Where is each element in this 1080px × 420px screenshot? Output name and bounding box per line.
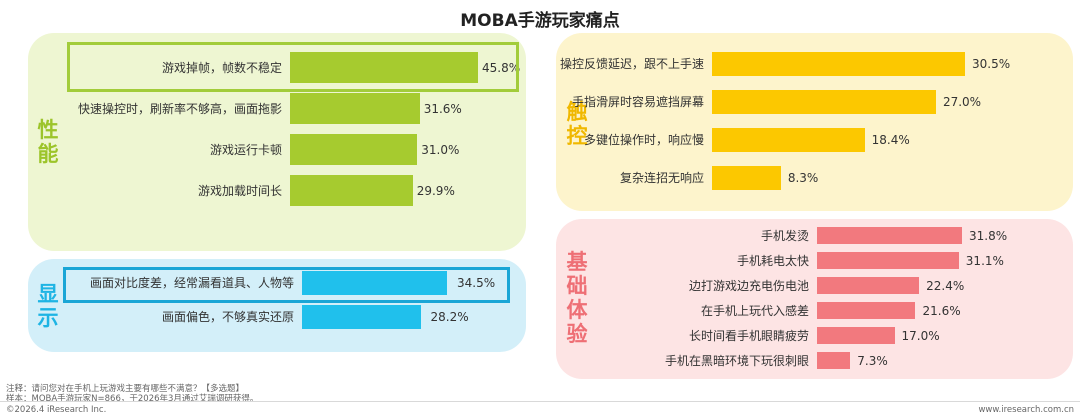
group-label-touch: 触控 bbox=[566, 100, 588, 148]
bar bbox=[817, 352, 851, 369]
category-label: 长时间看手机眼睛疲劳 bbox=[688, 328, 809, 343]
bar bbox=[712, 128, 865, 152]
category-label: 游戏运行卡顿 bbox=[209, 142, 282, 157]
bar bbox=[817, 302, 916, 319]
data-label: 22.4% bbox=[926, 278, 965, 293]
category-label: 复杂连招无响应 bbox=[619, 171, 704, 185]
data-label: 31.0% bbox=[421, 142, 460, 157]
category-label: 多键位操作时，响应慢 bbox=[583, 133, 704, 147]
panel-basic-experience bbox=[556, 219, 1073, 379]
data-label: 21.6% bbox=[922, 303, 961, 318]
category-label: 操控反馈延迟，跟不上手速 bbox=[559, 57, 704, 71]
bar bbox=[817, 252, 959, 269]
bar bbox=[290, 93, 420, 124]
data-label: 31.6% bbox=[423, 101, 462, 116]
category-label: 游戏掉帧，帧数不稳定 bbox=[161, 60, 282, 75]
category-label: 画面偏色，不够真实还原 bbox=[161, 310, 294, 324]
group-label-performance: 性能 bbox=[37, 118, 59, 166]
site-url: www.iresearch.com.cn bbox=[978, 405, 1074, 415]
bar bbox=[290, 134, 418, 165]
group-label-display: 显示 bbox=[37, 282, 59, 330]
bar bbox=[817, 277, 920, 294]
data-label: 8.3% bbox=[787, 171, 819, 185]
category-label: 画面对比度差，经常漏看道具、人物等 bbox=[89, 276, 294, 290]
page-title: MOBA手游玩家痛点 bbox=[460, 11, 620, 31]
category-label: 快速操控时，刷新率不够高，画面拖影 bbox=[77, 101, 282, 116]
data-label: 17.0% bbox=[901, 328, 940, 343]
category-label: 手指滑屏时容易遮挡屏幕 bbox=[571, 95, 704, 109]
data-label: 27.0% bbox=[942, 95, 982, 109]
bar bbox=[712, 52, 965, 76]
bar bbox=[817, 227, 962, 244]
bar bbox=[712, 90, 936, 114]
data-label: 28.2% bbox=[430, 310, 469, 324]
category-label: 手机耗电太快 bbox=[736, 253, 809, 268]
note-sample: 样本：MOBA手游玩家N=866，于2026年3月通过艾瑞调研获得。 bbox=[6, 394, 259, 404]
bar bbox=[817, 327, 895, 344]
highlight-box bbox=[67, 42, 519, 92]
data-label: 45.8% bbox=[482, 60, 521, 75]
bar bbox=[290, 175, 413, 206]
bar bbox=[302, 305, 421, 329]
group-label-basic-experience: 基础体验 bbox=[566, 250, 588, 346]
footer-divider bbox=[0, 401, 1080, 402]
data-label: 34.5% bbox=[457, 276, 496, 290]
category-label: 在手机上玩代入感差 bbox=[700, 303, 809, 318]
bar bbox=[290, 52, 478, 83]
data-label: 31.1% bbox=[965, 253, 1004, 268]
data-label: 30.5% bbox=[972, 57, 1011, 71]
category-label: 边打游戏边充电伤电池 bbox=[688, 278, 809, 293]
data-label: 7.3% bbox=[857, 353, 888, 368]
data-label: 29.9% bbox=[416, 183, 455, 198]
data-label: 18.4% bbox=[871, 133, 910, 147]
bar bbox=[302, 271, 447, 295]
category-label: 手机发烫 bbox=[760, 228, 809, 243]
data-label: 31.8% bbox=[969, 228, 1008, 243]
copyright: ©2026.4 iResearch Inc. bbox=[6, 405, 107, 415]
category-label: 游戏加载时间长 bbox=[197, 183, 282, 198]
note-question: 注释：请问您对在手机上玩游戏主要有哪些不满意？【多选题】 bbox=[6, 384, 245, 394]
highlight-box bbox=[63, 267, 510, 303]
category-label: 手机在黑暗环境下玩很刺眼 bbox=[664, 353, 809, 368]
bar bbox=[712, 166, 781, 190]
